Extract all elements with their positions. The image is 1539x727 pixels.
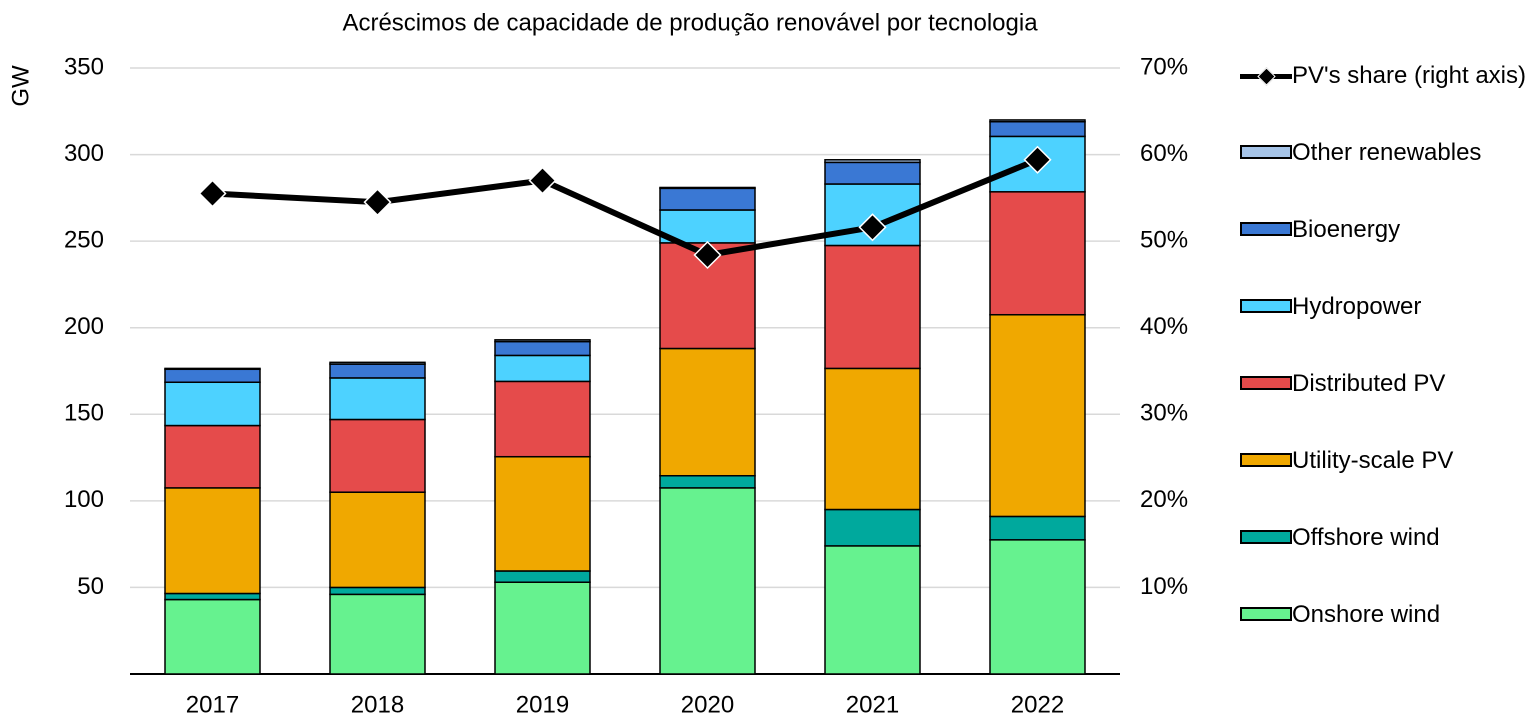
y-tick-label: 100 <box>64 486 104 513</box>
legend-item: Offshore wind <box>1240 524 1535 601</box>
line-marker <box>1023 145 1052 174</box>
bar-segment <box>659 187 756 211</box>
bar-segment <box>329 418 426 493</box>
bar-segment <box>494 570 591 583</box>
legend-line-marker <box>1257 67 1276 86</box>
line-marker <box>858 213 887 242</box>
y2-tick-label: 60% <box>1140 140 1188 167</box>
legend-swatch <box>1240 299 1292 313</box>
legend-swatch <box>1240 607 1292 621</box>
bar-segment <box>989 515 1086 541</box>
bar-segment <box>329 361 426 365</box>
legend-item: Distributed PV <box>1240 370 1535 447</box>
x-tick-label: 2017 <box>186 691 239 718</box>
line-marker <box>693 240 722 270</box>
bar-segment <box>989 313 1086 518</box>
bar-segment <box>329 491 426 589</box>
y2-tick-label: 40% <box>1140 313 1188 340</box>
bar-segment <box>824 244 921 370</box>
legend-label: Bioenergy <box>1292 216 1401 243</box>
bar-segment <box>329 363 426 379</box>
chart-title: Acréscimos de capacidade de produção ren… <box>342 9 1038 36</box>
legend-item: Hydropower <box>1240 293 1535 370</box>
bar-segment <box>824 545 921 675</box>
y2-tick-label: 10% <box>1140 573 1188 600</box>
bar-segment <box>164 598 261 675</box>
x-tick-label: 2019 <box>516 691 569 718</box>
legend-swatch <box>1240 222 1292 236</box>
bar-segment <box>494 354 591 383</box>
y-tick-label: 250 <box>64 226 104 253</box>
bar-segment <box>164 381 261 427</box>
legend: PV's share (right axis) Other renewables B… <box>1240 62 1535 678</box>
bar-segment <box>659 475 756 489</box>
y-axis-label: GW <box>7 65 34 107</box>
y2-tick-label: 50% <box>1140 226 1188 253</box>
x-tick-label: 2018 <box>351 691 404 718</box>
bar-segment <box>659 487 756 675</box>
bar-segment <box>494 340 591 357</box>
legend-item: PV's share (right axis) <box>1240 62 1535 139</box>
y2-tick-label: 20% <box>1140 486 1188 513</box>
y2-tick-label: 30% <box>1140 400 1188 427</box>
bar-segment <box>164 487 261 595</box>
bar-segment <box>494 339 591 343</box>
x-tick-label: 2022 <box>1011 691 1064 718</box>
legend-item: Utility-scale PV <box>1240 447 1535 524</box>
bar-segment <box>329 593 426 675</box>
legend-label: Distributed PV <box>1292 370 1446 397</box>
bar-segment <box>989 539 1086 675</box>
legend-swatch <box>1240 453 1292 467</box>
line-marker <box>363 188 392 217</box>
legend-label: Onshore wind <box>1292 601 1441 628</box>
bar-segment <box>824 508 921 547</box>
legend-label: Offshore wind <box>1292 524 1440 551</box>
line-marker <box>198 179 227 208</box>
y-tick-label: 50 <box>77 573 104 600</box>
bar-segment <box>659 186 756 190</box>
legend-label: Other renewables <box>1292 139 1482 166</box>
y2-tick-label: 70% <box>1140 53 1188 80</box>
y-tick-label: 350 <box>64 53 104 80</box>
bar-segment <box>329 377 426 421</box>
legend-item: Bioenergy <box>1240 216 1535 293</box>
legend-swatch <box>1240 145 1292 159</box>
x-tick-label: 2021 <box>846 691 899 718</box>
y-tick-label: 150 <box>64 400 104 427</box>
bar-segment <box>824 367 921 511</box>
legend-label: Utility-scale PV <box>1292 447 1454 474</box>
bar-segment <box>659 347 756 477</box>
legend-swatch <box>1240 530 1292 544</box>
x-tick-label: 2020 <box>681 691 734 718</box>
legend-item: Onshore wind <box>1240 601 1535 678</box>
line <box>212 156 1039 258</box>
legend-swatch <box>1240 376 1292 390</box>
legend-label: Hydropower <box>1292 293 1422 320</box>
line-marker <box>528 166 557 195</box>
bar-segment <box>824 159 921 164</box>
bar-segment <box>164 424 261 489</box>
bar-segment <box>164 367 261 371</box>
legend-label: PV's share (right axis) <box>1292 62 1526 89</box>
bar-segment <box>164 368 261 384</box>
bar-segment <box>989 120 1086 138</box>
bar-segment <box>494 380 591 458</box>
bar-segment <box>494 455 591 572</box>
bar-segment <box>329 586 426 596</box>
bar-segment <box>494 581 591 675</box>
bar-segment <box>659 242 756 350</box>
legend-line <box>1240 66 1292 86</box>
bar-segment <box>164 592 261 601</box>
bar-segment <box>989 191 1086 316</box>
y-tick-label: 300 <box>64 140 104 167</box>
y-tick-label: 200 <box>64 313 104 340</box>
legend-item: Other renewables <box>1240 139 1535 216</box>
bar-segment <box>824 161 921 185</box>
bar-segment <box>989 119 1086 123</box>
